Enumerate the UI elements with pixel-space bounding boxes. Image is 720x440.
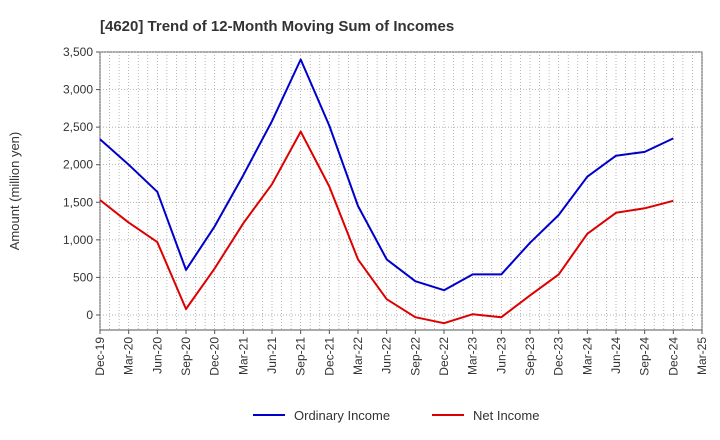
x-tick-label: Sep-20 (179, 337, 193, 376)
x-tick-label: Sep-22 (408, 337, 422, 376)
x-tick-label: Mar-21 (236, 337, 250, 375)
legend: Ordinary Income Net Income (253, 408, 539, 423)
x-tick-label: Mar-25 (695, 337, 709, 375)
x-tick-label: Jun-24 (609, 337, 623, 374)
y-tick-label: 500 (73, 270, 93, 284)
x-tick-label: Jun-20 (150, 337, 164, 374)
legend-label: Net Income (473, 408, 539, 423)
x-tick-label: Mar-23 (466, 337, 480, 375)
x-tick-labels: Dec-19 Mar-20 Jun-20 Sep-20 Dec-20 Mar-21 Jun-… (93, 330, 709, 376)
x-tick-label: Jun-21 (265, 337, 279, 374)
x-tick-label: Jun-23 (494, 337, 508, 374)
x-tick-label: Sep-21 (294, 337, 308, 376)
y-tick-label: 2,500 (63, 120, 93, 134)
y-tick-label: 1,500 (63, 195, 93, 209)
x-tick-label: Dec-23 (552, 337, 566, 376)
series-lines (99, 58, 674, 325)
y-axis-label: Amount (million yen) (7, 132, 22, 251)
x-tick-label: Mar-24 (580, 337, 594, 375)
x-tick-label: Dec-22 (437, 337, 451, 376)
x-tick-label: Dec-21 (322, 337, 336, 376)
series-line-net-income (99, 130, 674, 325)
x-tick-label: Dec-24 (666, 337, 680, 376)
chart-title: [4620] Trend of 12-Month Moving Sum of I… (100, 18, 454, 35)
y-tick-label: 0 (86, 308, 93, 322)
x-tick-label: Mar-22 (351, 337, 365, 375)
x-tick-label: Dec-19 (93, 337, 107, 376)
x-tick-label: Jun-22 (380, 337, 394, 374)
y-tick-label: 1,000 (63, 233, 93, 247)
x-tick-label: Sep-23 (523, 337, 537, 376)
x-tick-label: Mar-20 (122, 337, 136, 375)
plot-area (99, 51, 703, 331)
y-tick-label: 2,000 (63, 158, 93, 172)
grid-lines (99, 51, 703, 330)
series-line-ordinary-income (99, 58, 674, 292)
y-tick-label: 3,000 (63, 83, 93, 97)
y-tick-labels: 0 500 1,000 1,500 2,000 2,500 3,000 3,500 (63, 45, 100, 322)
x-tick-label: Dec-20 (208, 337, 222, 376)
x-tick-label: Sep-24 (638, 337, 652, 376)
legend-label: Ordinary Income (294, 408, 390, 423)
y-tick-label: 3,500 (63, 45, 93, 59)
